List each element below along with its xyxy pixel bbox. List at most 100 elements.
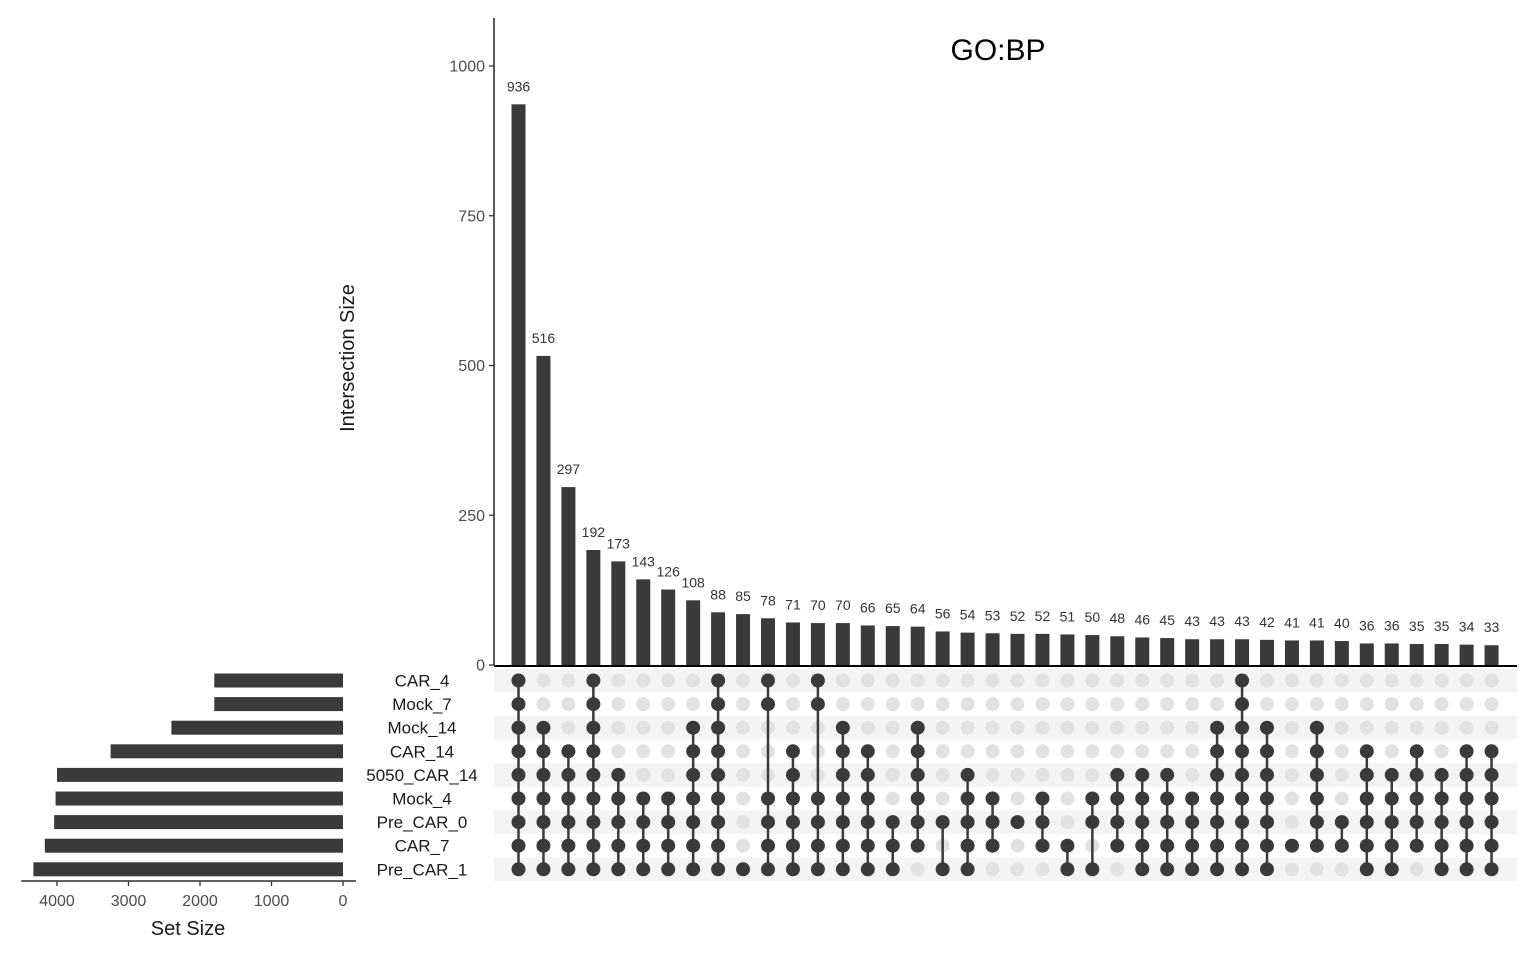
intersection-bar: [785, 622, 800, 665]
matrix-filled-dot: [985, 838, 1000, 853]
matrix-filled-dot: [1309, 838, 1324, 853]
matrix-empty-dot: [1060, 697, 1075, 712]
matrix-filled-dot: [810, 697, 825, 712]
matrix-empty-dot: [1085, 744, 1100, 759]
matrix-filled-dot: [785, 862, 800, 877]
intersection-bar-label: 88: [710, 586, 726, 602]
matrix-empty-dot: [1010, 720, 1025, 735]
matrix-filled-dot: [686, 744, 701, 759]
matrix-filled-dot: [1260, 862, 1274, 877]
matrix-filled-dot: [661, 838, 676, 853]
matrix-filled-dot: [910, 767, 925, 782]
matrix-filled-dot: [1359, 791, 1374, 806]
intersection-bar-label: 51: [1060, 608, 1076, 624]
intersection-bar-label: 85: [735, 588, 751, 604]
y-axis: 0 250 500 750 1000: [449, 18, 1517, 675]
matrix-empty-dot: [835, 673, 850, 688]
matrix-filled-dot: [1135, 838, 1150, 853]
matrix-empty-dot: [1185, 767, 1200, 782]
matrix-filled-dot: [1110, 838, 1125, 853]
matrix-filled-dot: [1459, 744, 1474, 759]
matrix-filled-dot: [1085, 791, 1100, 806]
matrix-empty-dot: [611, 697, 626, 712]
matrix-filled-dot: [511, 673, 526, 688]
matrix-filled-dot: [686, 720, 701, 735]
matrix-empty-dot: [686, 697, 701, 712]
matrix-empty-dot: [1060, 720, 1075, 735]
matrix-empty-dot: [960, 744, 975, 759]
set-size-bar: [110, 744, 343, 759]
matrix-empty-dot: [985, 673, 1000, 688]
matrix-empty-dot: [1334, 744, 1349, 759]
intersection-bar: [1359, 643, 1374, 665]
matrix-filled-dot: [1260, 767, 1274, 782]
matrix-empty-dot: [1110, 744, 1125, 759]
intersection-bar-label: 35: [1434, 618, 1450, 634]
matrix-empty-dot: [1035, 720, 1050, 735]
matrix-row-stripe: [494, 668, 1517, 693]
intersection-bar: [1010, 633, 1025, 665]
matrix-empty-dot: [736, 720, 751, 735]
intersection-bar: [835, 623, 850, 665]
matrix-empty-dot: [1160, 697, 1175, 712]
matrix-empty-dot: [785, 673, 800, 688]
set-size-tick-label: 4000: [39, 893, 75, 910]
matrix-filled-dot: [1260, 720, 1274, 735]
matrix-empty-dot: [1459, 697, 1474, 712]
matrix-empty-dot: [1359, 720, 1374, 735]
intersection-bar-label: 33: [1484, 619, 1500, 635]
matrix-filled-dot: [1309, 720, 1324, 735]
matrix-filled-dot: [611, 767, 626, 782]
matrix-empty-dot: [1434, 697, 1449, 712]
matrix-filled-dot: [885, 838, 900, 853]
matrix-empty-dot: [985, 862, 1000, 877]
matrix-filled-dot: [686, 838, 701, 853]
matrix-filled-dot: [686, 862, 701, 877]
matrix-empty-dot: [835, 697, 850, 712]
matrix-empty-dot: [1459, 673, 1474, 688]
matrix-empty-dot: [860, 697, 875, 712]
matrix-empty-dot: [935, 744, 950, 759]
set-size-bar: [55, 791, 343, 806]
matrix-filled-dot: [910, 838, 925, 853]
matrix-filled-dot: [860, 815, 875, 830]
matrix-empty-dot: [1010, 838, 1025, 853]
matrix-filled-dot: [1459, 838, 1474, 853]
set-label: 5050_CAR_14: [366, 766, 478, 785]
intersection-bar-label: 936: [507, 78, 531, 94]
matrix-filled-dot: [711, 862, 726, 877]
intersection-bar-label: 43: [1234, 613, 1250, 629]
intersection-bar-label: 43: [1184, 613, 1200, 629]
matrix-empty-dot: [1484, 697, 1499, 712]
set-size-bar: [171, 720, 343, 735]
matrix-row-stripe: [494, 763, 1517, 787]
set-label: CAR_14: [390, 742, 454, 761]
intersection-bar: [1459, 644, 1474, 665]
matrix-empty-dot: [1060, 767, 1075, 782]
matrix-empty-dot: [1284, 697, 1299, 712]
matrix-empty-dot: [1185, 744, 1200, 759]
matrix-filled-dot: [1260, 815, 1274, 830]
matrix-filled-dot: [1260, 744, 1274, 759]
matrix-filled-dot: [1235, 767, 1250, 782]
intersection-bar: [1434, 644, 1449, 665]
matrix-filled-dot: [860, 862, 875, 877]
matrix-filled-dot: [586, 862, 601, 877]
matrix-empty-dot: [1160, 720, 1175, 735]
matrix-filled-dot: [1409, 767, 1424, 782]
y-tick-label: 0: [476, 658, 485, 675]
intersection-bar: [1484, 645, 1499, 665]
matrix-empty-dot: [1010, 744, 1025, 759]
matrix-filled-dot: [1384, 815, 1399, 830]
matrix-empty-dot: [1010, 862, 1025, 877]
set-size-bar: [214, 697, 343, 712]
matrix-filled-dot: [810, 791, 825, 806]
matrix-empty-dot: [785, 720, 800, 735]
matrix-filled-dot: [1235, 791, 1250, 806]
matrix-empty-dot: [736, 791, 751, 806]
chart-title: GO:BP: [950, 34, 1045, 67]
matrix-filled-dot: [1359, 838, 1374, 853]
matrix-filled-dot: [1210, 744, 1225, 759]
matrix-empty-dot: [1060, 815, 1075, 830]
matrix-empty-dot: [1359, 697, 1374, 712]
